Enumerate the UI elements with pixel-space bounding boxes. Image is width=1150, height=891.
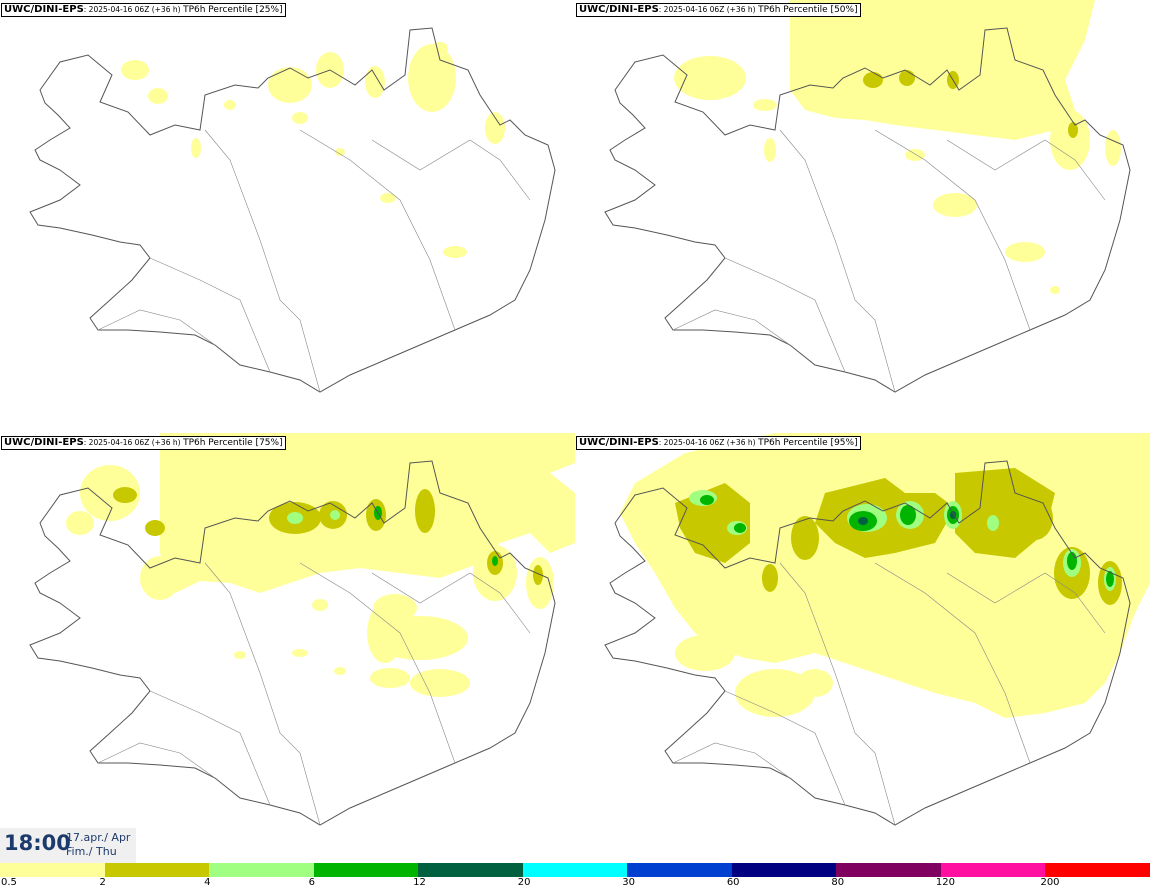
precip-fill [674,0,1121,294]
colorbar-tick-label: 200 [1040,877,1060,888]
valid-date: 17.apr./ Apr Fim./ Thu [66,831,130,859]
colorbar-segment [104,863,210,877]
colorbar-segment [731,863,837,877]
precip-fill [121,42,505,258]
model-name: UWC/DINI-EPS [4,437,84,448]
precip-fill [66,433,575,697]
precip-colorbar [0,863,1150,877]
inner-boundaries [672,129,1106,393]
iceland-map [29,27,556,393]
precip-fill [620,433,1150,718]
colorbar-tick-label: 0.5 [1,877,17,888]
field-name: TP6h Percentile [50%] [758,5,858,15]
map-panel-p25: UWC/DINI-EPS: 2025-04-16 06Z (+36 h) TP6… [0,0,575,433]
colorbar-tick-label: 60 [726,877,740,888]
coastline [29,27,556,393]
iceland-map [29,433,575,826]
colorbar-tick-label: 80 [831,877,845,888]
colorbar-ticks: 0.5 2 4 6 12 20 30 60 80 120 200 [0,877,1150,891]
panel-title: UWC/DINI-EPS: 2025-04-16 06Z (+36 h) TP6… [576,3,861,17]
field-name: TP6h Percentile [95%] [758,438,858,448]
colorbar-tick-label: 6 [308,877,315,888]
colorbar-segment [209,863,314,877]
colorbar-segment [0,863,105,877]
iceland-map [604,0,1131,393]
field-name: TP6h Percentile [25%] [183,5,283,15]
colorbar-tick-label: 120 [935,877,955,888]
coastline [29,460,556,826]
colorbar-tick-label: 30 [622,877,635,888]
coastline [604,27,1131,393]
field-name: TP6h Percentile [75%] [183,438,283,448]
valid-time-box: 18:00 17.apr./ Apr Fim./ Thu [0,828,136,863]
panel-title: UWC/DINI-EPS: 2025-04-16 06Z (+36 h) TP6… [576,436,861,450]
colorbar-tick-label: 4 [204,877,211,888]
valid-date-line2: Fim./ Thu [66,845,117,858]
colorbar-tick-label: 20 [517,877,531,888]
panel-title: UWC/DINI-EPS: 2025-04-16 06Z (+36 h) TP6… [1,436,286,450]
panel-title: UWC/DINI-EPS: 2025-04-16 06Z (+36 h) TP6… [1,3,286,17]
model-name: UWC/DINI-EPS [4,4,84,15]
run-info: : 2025-04-16 06Z (+36 h) [658,438,756,447]
run-info: : 2025-04-16 06Z (+36 h) [658,5,756,14]
colorbar-segment [627,863,732,877]
colorbar-segment [313,863,419,877]
model-name: UWC/DINI-EPS [579,437,659,448]
colorbar-segment [940,863,1046,877]
colorbar-segment [1045,863,1150,877]
valid-time: 18:00 [4,831,71,855]
inner-boundaries [97,129,531,393]
map-panel-p75: UWC/DINI-EPS: 2025-04-16 06Z (+36 h) TP6… [0,433,575,866]
colorbar-segment [836,863,941,877]
run-info: : 2025-04-16 06Z (+36 h) [83,438,181,447]
valid-date-line1: 17.apr./ Apr [66,831,131,844]
coastline [604,460,1131,826]
colorbar-segment [418,863,523,877]
inner-boundaries [97,562,531,826]
colorbar-tick-label: 12 [413,877,426,888]
iceland-map [604,433,1150,826]
map-panel-p95: UWC/DINI-EPS: 2025-04-16 06Z (+36 h) TP6… [575,433,1150,866]
colorbar-tick-label: 2 [99,877,106,888]
inner-boundaries [672,562,1106,826]
model-name: UWC/DINI-EPS [579,4,659,15]
map-panel-p50: UWC/DINI-EPS: 2025-04-16 06Z (+36 h) TP6… [575,0,1150,433]
colorbar-segment [522,863,628,877]
run-info: : 2025-04-16 06Z (+36 h) [83,5,181,14]
